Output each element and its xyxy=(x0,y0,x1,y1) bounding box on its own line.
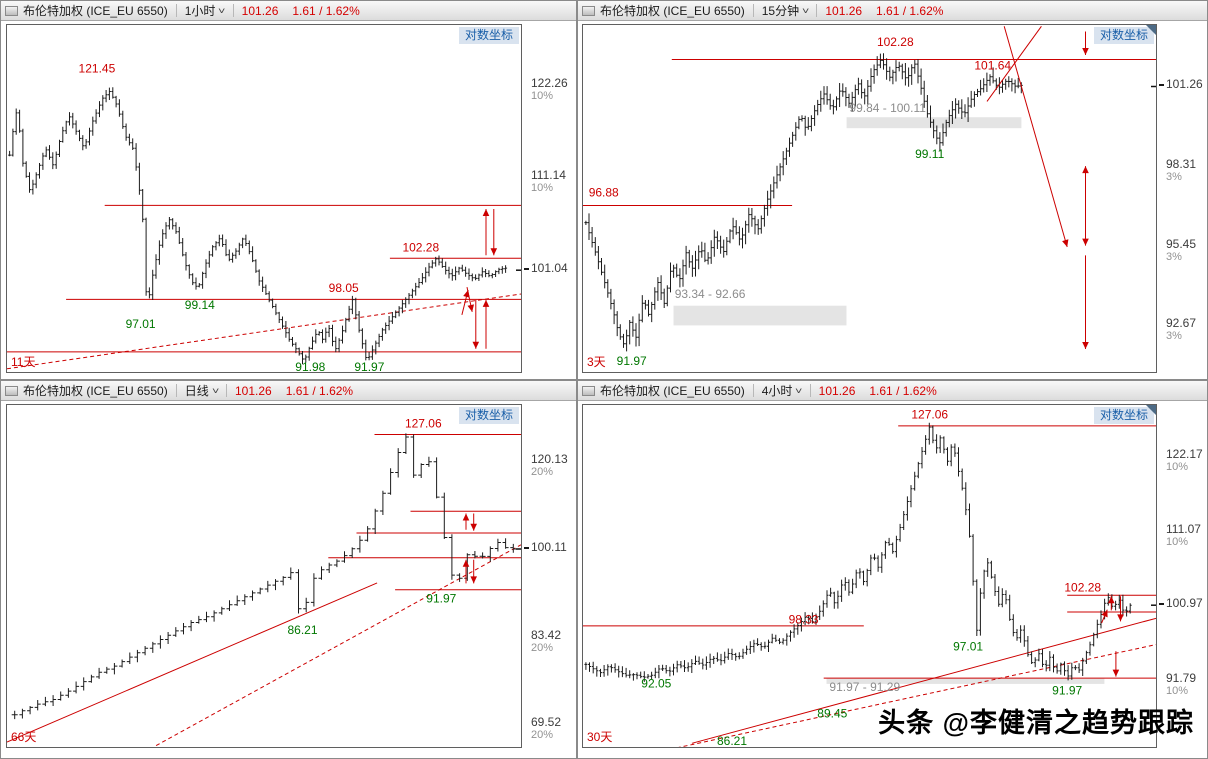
window-titlebar[interactable]: 布伦特加权 (ICE_EU 6550) 4小时 ˅ 101.26 1.61 / … xyxy=(578,381,1207,401)
svg-text:3天: 3天 xyxy=(587,355,606,369)
svg-text:127.06: 127.06 xyxy=(911,408,948,422)
window-titlebar[interactable]: 布伦特加权 (ICE_EU 6550) 1小时 ˅ 101.26 1.61 / … xyxy=(1,1,576,21)
corner-resize-icon[interactable] xyxy=(1146,25,1156,35)
instrument-title: 布伦特加权 (ICE_EU 6550) xyxy=(600,384,745,398)
chevron-down-icon: ˅ xyxy=(795,385,803,396)
svg-text:99.11: 99.11 xyxy=(915,147,944,161)
svg-text:91.97: 91.97 xyxy=(1052,683,1082,697)
price-axis: 122.26 10% 111.14 10% 101.04 xyxy=(524,24,576,373)
timeframe-label: 15分钟 xyxy=(761,4,800,18)
instrument-title: 布伦特加权 (ICE_EU 6550) xyxy=(600,4,745,18)
price-axis: 101.26 98.31 3% 95.45 3% 92.67 3% xyxy=(1159,24,1207,373)
svg-text:92.05: 92.05 xyxy=(641,676,671,690)
divider xyxy=(816,4,818,17)
price-axis: 120.13 20% 100.11 83.42 20% 69.52 20% xyxy=(524,404,576,748)
divider xyxy=(752,4,754,17)
chart-plot-4h[interactable]: 127.06 102.28 98.33 97.01 92.05 91.97 91.97 - … xyxy=(582,404,1157,748)
svg-text:93.34 - 92.66: 93.34 - 92.66 xyxy=(675,287,746,301)
svg-text:91.97: 91.97 xyxy=(354,360,384,372)
svg-text:86.21: 86.21 xyxy=(287,623,317,637)
svg-text:97.01: 97.01 xyxy=(126,317,156,331)
divider xyxy=(232,4,234,17)
price-axis: 122.17 10% 111.07 10% 100.97 91.79 10% xyxy=(1159,404,1207,748)
chart-plot-daily[interactable]: 127.06 91.97 86.21 66天 对数坐标 xyxy=(6,404,522,748)
last-price: 101.26 xyxy=(825,3,863,18)
svg-text:121.45: 121.45 xyxy=(79,62,116,76)
svg-text:86.21: 86.21 xyxy=(717,734,747,747)
chevron-down-icon: ˅ xyxy=(218,5,226,16)
price-change: 1.61 / 1.62% xyxy=(285,383,354,398)
svg-text:30天: 30天 xyxy=(587,730,612,744)
svg-text:91.97: 91.97 xyxy=(426,592,456,606)
price-chart-1h[interactable]: 121.45 102.28 98.05 99.14 97.01 91.98 91.97 11天 xyxy=(7,25,521,372)
svg-text:96.88: 96.88 xyxy=(589,186,619,200)
window-titlebar[interactable]: 布伦特加权 (ICE_EU 6550) 15分钟 ˅ 101.26 1.61 /… xyxy=(578,1,1207,21)
svg-text:91.97: 91.97 xyxy=(617,354,647,368)
window-icon xyxy=(5,385,18,396)
timeframe-dropdown[interactable]: 4小时 ˅ xyxy=(761,382,803,399)
timeframe-dropdown[interactable]: 1小时 ˅ xyxy=(184,2,226,19)
chart-window-4h: 布伦特加权 (ICE_EU 6550) 4小时 ˅ 101.26 1.61 / … xyxy=(577,380,1208,759)
svg-text:99.84 - 100.11: 99.84 - 100.11 xyxy=(849,101,926,115)
price-chart-daily[interactable]: 127.06 91.97 86.21 66天 xyxy=(7,405,521,747)
svg-text:98.33: 98.33 xyxy=(789,612,819,626)
chevron-down-icon: ˅ xyxy=(802,5,810,16)
timeframe-label: 1小时 xyxy=(184,4,216,18)
svg-text:91.98: 91.98 xyxy=(295,360,325,372)
last-price: 101.26 xyxy=(818,383,856,398)
divider xyxy=(809,384,811,397)
instrument-title: 布伦特加权 (ICE_EU 6550) xyxy=(23,384,168,398)
last-price: 101.26 xyxy=(235,383,272,398)
timeframe-label: 日线 xyxy=(184,384,209,398)
timeframe-dropdown[interactable]: 15分钟 ˅ xyxy=(761,2,810,19)
watermark: 头条 @李健清之趋势跟踪 xyxy=(878,708,1194,738)
svg-text:102.28: 102.28 xyxy=(1064,580,1101,594)
price-change: 1.61 / 1.62% xyxy=(876,3,944,18)
log-scale-label[interactable]: 对数坐标 xyxy=(1093,27,1154,44)
svg-text:99.14: 99.14 xyxy=(185,298,215,312)
svg-text:91.97 - 91.29: 91.97 - 91.29 xyxy=(829,680,900,694)
chart-plot-1h[interactable]: 121.45 102.28 98.05 99.14 97.01 91.98 91.97 11天… xyxy=(6,24,522,373)
price-chart-15m[interactable]: 102.28 101.64 96.88 99.84 - 100.11 99.11 93.3… xyxy=(583,25,1156,372)
window-icon xyxy=(582,385,595,396)
chart-window-daily: 布伦特加权 (ICE_EU 6550) 日线 ˅ 101.26 1.61 / 1… xyxy=(0,380,577,759)
chevron-down-icon: ˅ xyxy=(211,385,220,396)
price-change: 1.61 / 1.62% xyxy=(869,383,937,398)
price-chart-4h[interactable]: 127.06 102.28 98.33 97.01 92.05 91.97 91.97 - … xyxy=(583,405,1156,747)
divider xyxy=(175,384,177,397)
svg-text:127.06: 127.06 xyxy=(405,417,442,431)
log-scale-label[interactable]: 对数坐标 xyxy=(1093,407,1154,424)
log-scale-label[interactable]: 对数坐标 xyxy=(458,407,519,424)
last-price: 101.26 xyxy=(241,3,279,18)
window-titlebar[interactable]: 布伦特加权 (ICE_EU 6550) 日线 ˅ 101.26 1.61 / 1… xyxy=(1,381,576,401)
svg-text:98.05: 98.05 xyxy=(329,281,359,295)
chart-window-1h: 布伦特加权 (ICE_EU 6550) 1小时 ˅ 101.26 1.61 / … xyxy=(0,0,577,380)
svg-text:66天: 66天 xyxy=(11,730,36,744)
svg-text:11天: 11天 xyxy=(11,355,35,369)
log-scale-label[interactable]: 对数坐标 xyxy=(458,27,519,44)
window-icon xyxy=(582,5,595,16)
timeframe-label: 4小时 xyxy=(761,384,793,398)
corner-resize-icon[interactable] xyxy=(1146,405,1156,415)
svg-text:89.45: 89.45 xyxy=(817,706,847,720)
svg-text:101.64: 101.64 xyxy=(974,59,1011,73)
instrument-title: 布伦特加权 (ICE_EU 6550) xyxy=(23,4,168,18)
divider xyxy=(175,4,177,17)
svg-text:102.28: 102.28 xyxy=(877,35,914,49)
timeframe-dropdown[interactable]: 日线 ˅ xyxy=(184,382,220,399)
divider xyxy=(752,384,754,397)
divider xyxy=(226,384,227,397)
window-icon xyxy=(5,5,18,16)
svg-text:97.01: 97.01 xyxy=(953,639,983,653)
price-change: 1.61 / 1.62% xyxy=(292,3,360,18)
svg-text:102.28: 102.28 xyxy=(402,241,439,255)
chart-window-15m: 布伦特加权 (ICE_EU 6550) 15分钟 ˅ 101.26 1.61 /… xyxy=(577,0,1208,380)
chart-plot-15m[interactable]: 102.28 101.64 96.88 99.84 - 100.11 99.11 93.3… xyxy=(582,24,1157,373)
